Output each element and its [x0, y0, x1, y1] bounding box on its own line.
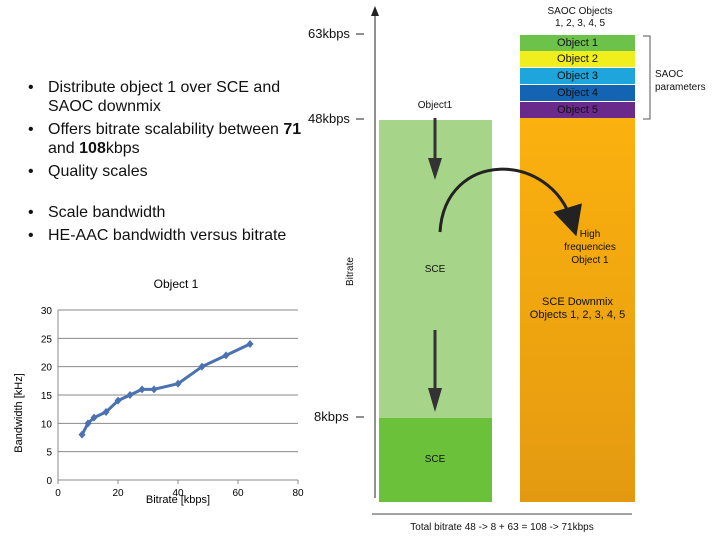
bullet-item: Quality scales — [26, 162, 316, 181]
bandwidth-chart: Object 1 0 5 10 15 20 25 30 0 20 40 60 80 Bitrate [… — [13, 277, 304, 506]
sce-upper-label: SCE — [424, 264, 446, 275]
saoc-object-5: Object 5 — [520, 102, 635, 118]
sce-downmix-label: SCE Downmix Objects 1, 2, 3, 4, 5 — [529, 296, 626, 321]
y-tick-label: 30 — [41, 306, 53, 317]
data-point — [246, 340, 254, 348]
y-tick-label: 5 — [46, 448, 52, 459]
tick-label-48: 48kbps — [308, 111, 350, 126]
saoc-object-4: Object 4 — [520, 85, 635, 101]
y-tick-label: 10 — [41, 419, 53, 430]
y-tick-label: 15 — [41, 391, 53, 402]
high-frequencies-label: High frequencies Object 1 — [564, 229, 616, 266]
params-bracket — [643, 35, 651, 120]
data-point — [114, 396, 122, 405]
tick-label-63: 63kbps — [308, 26, 350, 41]
data-point — [78, 430, 86, 439]
total-bitrate-text: Total bitrate 48 -> 8 + 63 = 108 -> 71kb… — [410, 522, 594, 533]
sce-downmix-box — [520, 118, 635, 502]
y-axis-label: Bandwidth [kHz] — [13, 373, 25, 452]
data-point — [102, 408, 110, 416]
sce-lower-box — [379, 418, 492, 502]
saoc-object-2: Object 2 — [520, 51, 635, 67]
data-point — [222, 351, 230, 360]
x-tick-label: 40 — [172, 488, 184, 499]
saoc-object-3: Object 3 — [520, 68, 635, 84]
saoc-objects-title: SAOC Objects 1, 2, 3, 4, 5 — [547, 6, 613, 29]
data-point — [84, 419, 92, 428]
x-tick-label: 20 — [112, 488, 124, 499]
chart-title: Object 1 — [154, 277, 199, 291]
object1-label: Object1 — [417, 100, 453, 111]
y-tick-label: 25 — [41, 334, 53, 345]
x-tick-label: 0 — [55, 488, 61, 499]
data-point — [174, 379, 182, 388]
axis-arrow-icon — [371, 6, 379, 16]
saoc-parameters-label: SAOC parameters — [655, 69, 706, 93]
data-point — [90, 413, 98, 422]
arrowhead-icon — [428, 158, 442, 180]
curved-arrow-icon — [438, 167, 582, 237]
x-tick-label: 80 — [292, 488, 304, 499]
y-tick-label: 20 — [41, 363, 53, 374]
bullet-item: HE-AAC bandwidth versus bitrate — [26, 226, 316, 245]
y-tick-label: 0 — [46, 476, 52, 487]
data-point — [138, 385, 146, 394]
bullet-item: Offers bitrate scalability between 71 an… — [26, 120, 316, 158]
bullet-item: Distribute object 1 over SCE and SAOC do… — [26, 78, 316, 116]
bullet-list: Distribute object 1 over SCE and SAOC do… — [26, 78, 316, 249]
data-point — [198, 362, 206, 371]
tick-label-8: 8kbps — [314, 409, 349, 424]
data-point — [126, 391, 134, 399]
saoc-object-1: Object 1 — [520, 35, 635, 51]
bullet-item: Scale bandwidth — [26, 203, 316, 222]
arrowhead-icon — [428, 388, 442, 412]
data-point — [150, 385, 158, 394]
x-axis-label: Bitrate [kbps] — [146, 494, 210, 506]
bitrate-diagram — [356, 6, 651, 515]
sce-lower-label: SCE — [424, 454, 446, 465]
x-tick-label: 60 — [232, 488, 244, 499]
bitrate-axis-label: Bitrate — [344, 257, 356, 286]
